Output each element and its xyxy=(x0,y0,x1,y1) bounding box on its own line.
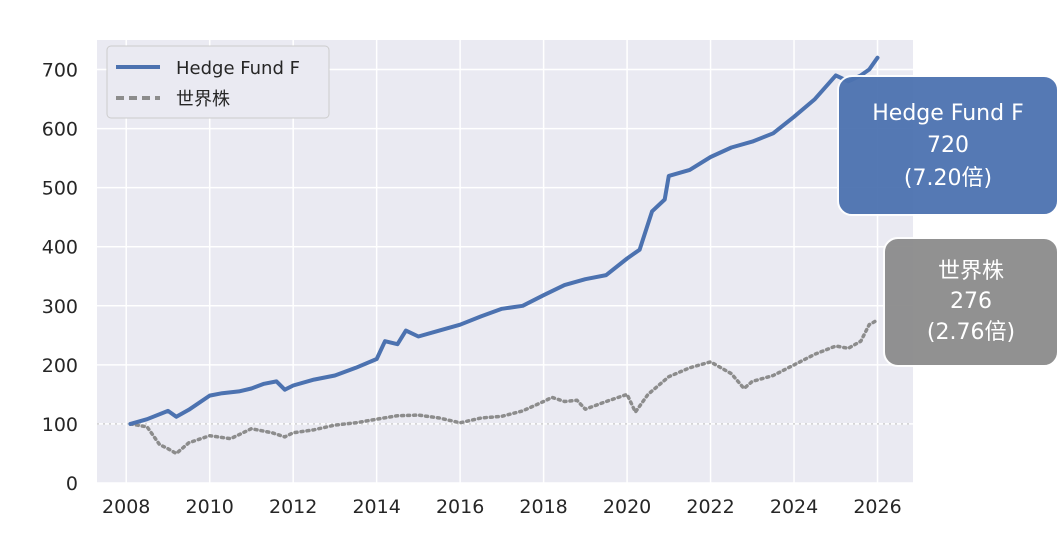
callout-world-stocks-value: 276 xyxy=(950,289,992,314)
series-line-world-stocks xyxy=(128,318,880,456)
callout-hedge-fund: Hedge Fund F 720 (7.20倍) xyxy=(837,75,1059,216)
callout-world-stocks-multiple: (2.76倍) xyxy=(927,320,1015,345)
callout-box-world-stocks xyxy=(883,237,1059,367)
legend-box xyxy=(106,45,330,119)
callout-hedge-fund-name: Hedge Fund F xyxy=(872,101,1024,126)
y-tick-label: 700 xyxy=(42,60,78,82)
x-tick-label: 2022 xyxy=(686,496,734,518)
x-tick-label: 2020 xyxy=(603,496,651,518)
y-tick-label: 300 xyxy=(42,296,78,318)
x-tick-label: 2014 xyxy=(352,496,400,518)
x-tick-label: 2026 xyxy=(853,496,901,518)
y-tick-label: 400 xyxy=(42,237,78,259)
legend: Hedge Fund F 世界株 xyxy=(106,45,330,119)
series-line-hedge-fund xyxy=(128,55,880,426)
x-tick-label: 2010 xyxy=(186,496,234,518)
y-axis-ticks: 0 100 200 300 400 500 600 700 xyxy=(42,60,78,495)
legend-label-hedge-fund: Hedge Fund F xyxy=(176,58,300,79)
callout-world-stocks: 世界株 276 (2.76倍) xyxy=(883,237,1059,367)
x-tick-label: 2024 xyxy=(770,496,818,518)
callout-box-hedge-fund xyxy=(837,75,1059,216)
legend-label-world-stocks: 世界株 xyxy=(176,89,230,110)
callout-world-stocks-name: 世界株 xyxy=(938,259,1004,284)
y-tick-label: 200 xyxy=(42,355,78,377)
x-tick-label: 2012 xyxy=(269,496,317,518)
x-tick-label: 2018 xyxy=(519,496,567,518)
callout-hedge-fund-multiple: (7.20倍) xyxy=(904,166,992,191)
y-tick-label: 500 xyxy=(42,178,78,200)
x-tick-label: 2008 xyxy=(102,496,150,518)
y-tick-label: 600 xyxy=(42,119,78,141)
series-layer xyxy=(128,55,880,456)
x-axis-ticks: 2008 2010 2012 2014 2016 2018 2020 2022 2024 2026 xyxy=(102,496,902,518)
y-tick-label: 0 xyxy=(66,473,78,495)
callout-hedge-fund-value: 720 xyxy=(927,133,969,158)
y-tick-label: 100 xyxy=(42,414,78,436)
x-tick-label: 2016 xyxy=(436,496,484,518)
